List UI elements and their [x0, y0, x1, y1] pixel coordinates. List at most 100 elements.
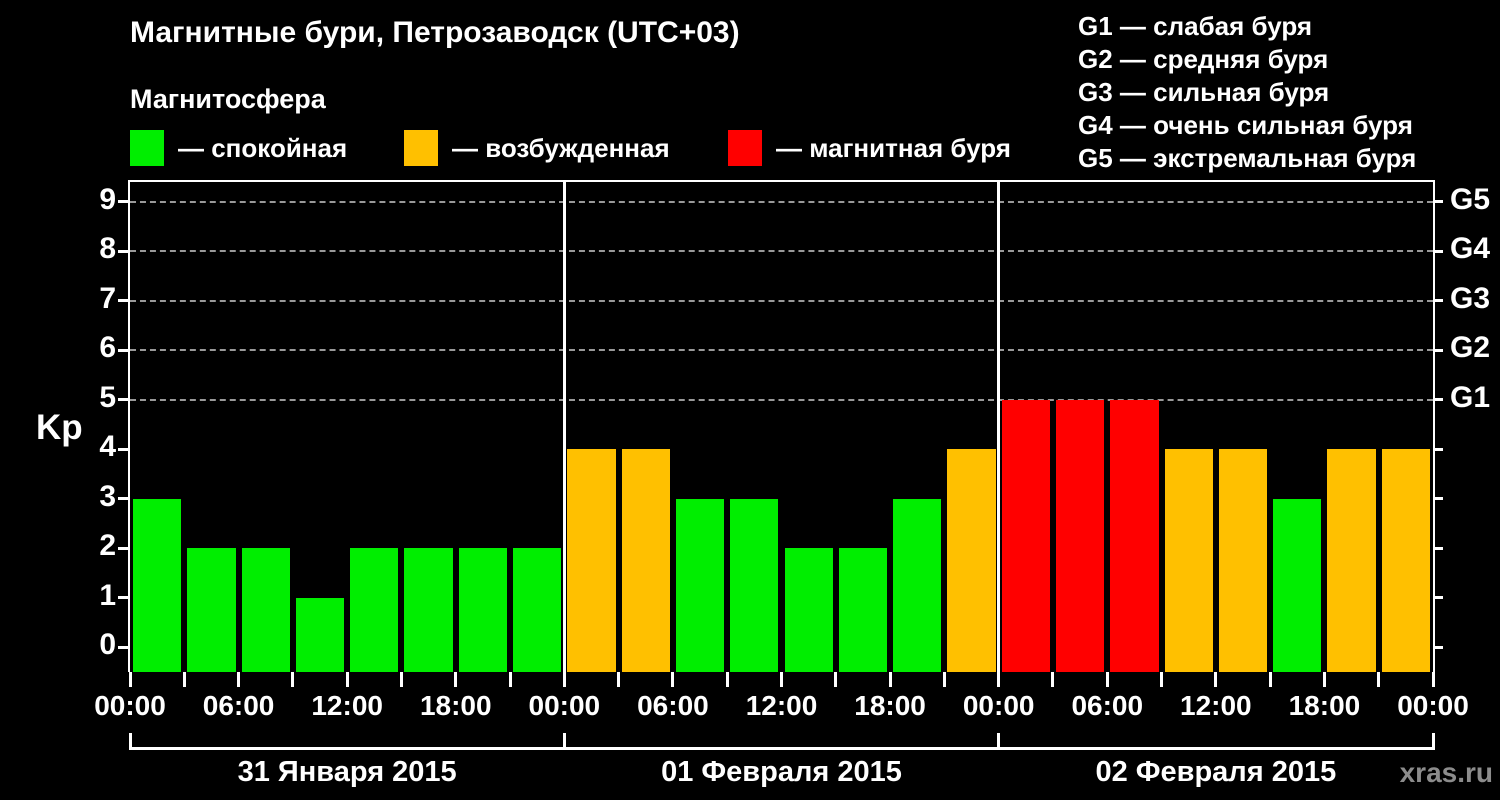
g-scale-tick-label-g3: G3 [1450, 281, 1491, 315]
y-axis-tick-right [1433, 596, 1443, 600]
storm-color-swatch [728, 130, 762, 166]
gridline-kp-5 [130, 398, 1433, 401]
date-bracket-line [130, 747, 1433, 750]
legend-label-storm: — магнитная буря [776, 132, 1011, 163]
y-tick-label-3: 3 [99, 479, 116, 513]
page-title: Магнитные бури, Петрозаводск (UTC+03) [130, 16, 740, 49]
gridline-kp-6 [130, 349, 1433, 352]
x-axis-tick [888, 672, 892, 687]
legend-label-excited: — возбужденная [452, 132, 670, 163]
x-time-label: 18:00 [854, 690, 926, 721]
kp-bar [1055, 399, 1105, 672]
x-axis-tick [399, 672, 403, 687]
y-axis-tick-left [118, 497, 128, 501]
x-axis-tick [1214, 672, 1218, 687]
date-bracket-tick [562, 733, 566, 750]
y-axis-tick-left [118, 447, 128, 451]
x-axis-tick [617, 672, 621, 687]
x-axis-tick [291, 672, 295, 687]
kp-bar [133, 498, 182, 672]
gridline-kp-9 [130, 200, 1433, 203]
y-axis-tick-right [1433, 497, 1443, 501]
kp-bar [1327, 449, 1376, 672]
y-axis-tick-left [118, 546, 128, 550]
x-time-label: 06:00 [202, 690, 275, 721]
y-tick-label-5: 5 [99, 380, 116, 414]
y-tick-label-4: 4 [99, 430, 116, 464]
kp-bar [675, 498, 725, 672]
day-separator [562, 182, 566, 672]
kp-bar [513, 548, 562, 672]
x-axis-tick [345, 672, 349, 687]
y-axis-tick-right [1433, 348, 1443, 352]
excited-color-swatch [404, 130, 438, 166]
kp-bar [404, 548, 453, 672]
y-axis-tick-right [1433, 200, 1443, 204]
x-time-label: 06:00 [1071, 690, 1144, 721]
x-axis-tick [1105, 672, 1109, 687]
y-axis-tick-right [1433, 447, 1443, 451]
plot-area [118, 180, 1443, 672]
legend-item-quiet: — спокойная [130, 130, 347, 166]
y-axis-tick-left [118, 249, 128, 253]
x-axis-tick [237, 672, 241, 687]
kp-bar [838, 548, 888, 672]
y-axis-tick-left [118, 398, 128, 402]
g-scale-tick-label-g1: G1 [1450, 380, 1491, 414]
x-axis-tick [997, 672, 1001, 687]
g-scale-tick-label-g4: G4 [1450, 232, 1491, 266]
kp-bar [458, 548, 508, 672]
kp-bar [1110, 399, 1159, 672]
y-axis-tick-left [118, 348, 128, 352]
date-label: 02 Февраля 2015 [1095, 756, 1337, 788]
y-axis-tick-right [1433, 249, 1443, 253]
kp-bar [621, 449, 670, 672]
g-scale-item-2: G2 — средняя буря [1078, 44, 1329, 74]
date-label: 01 Февраля 2015 [661, 756, 902, 788]
kp-bar [295, 597, 345, 672]
kp-bar [350, 548, 399, 672]
quiet-color-swatch [130, 130, 164, 166]
legend-item-storm: — магнитная буря [728, 130, 1011, 166]
kp-bar [241, 548, 290, 672]
x-axis-tick [1160, 672, 1164, 687]
kp-bar [1001, 399, 1050, 672]
x-time-label: 00:00 [962, 690, 1035, 721]
y-tick-label-2: 2 [99, 529, 116, 563]
y-tick-label-8: 8 [99, 232, 116, 266]
kp-bar [784, 548, 833, 672]
date-bracket-tick [128, 733, 132, 750]
g-scale-item-3: G3 — сильная буря [1078, 77, 1330, 107]
day-separator [997, 182, 1001, 672]
y-tick-label-6: 6 [99, 331, 116, 365]
x-axis-tick [454, 672, 458, 687]
kp-bar [567, 449, 616, 672]
y-axis-title: Kp [36, 408, 83, 447]
y-axis-tick-left [118, 596, 128, 600]
gridline-kp-8 [130, 250, 1433, 253]
g-scale-tick-label-g2: G2 [1450, 331, 1491, 365]
watermark: xras.ru [1399, 757, 1493, 788]
date-bracket-tick [997, 733, 1001, 750]
kp-bar [947, 449, 996, 672]
x-axis-tick [671, 672, 675, 687]
g-scale-item-1: G1 — слабая буря [1078, 11, 1313, 41]
g-scale-item-5: G5 — экстремальная буря [1078, 143, 1417, 173]
kp-bar [730, 498, 779, 672]
gridline-kp-7 [130, 299, 1433, 302]
y-axis-tick-right [1433, 299, 1443, 303]
x-time-label: 12:00 [1180, 690, 1252, 721]
g-scale-item-4: G4 — очень сильная буря [1078, 110, 1413, 140]
legend-label-quiet: — спокойная [178, 132, 348, 163]
y-axis-tick-right [1433, 645, 1443, 649]
y-axis-tick-left [118, 299, 128, 303]
x-axis-tick [128, 672, 132, 687]
x-time-label: 06:00 [637, 690, 709, 721]
x-axis-tick [1051, 672, 1055, 687]
kp-bar [893, 498, 942, 672]
x-axis-tick [1322, 672, 1326, 687]
x-axis-tick [1431, 672, 1435, 687]
date-label: 31 Января 2015 [237, 756, 457, 788]
x-time-label: 00:00 [528, 690, 601, 721]
